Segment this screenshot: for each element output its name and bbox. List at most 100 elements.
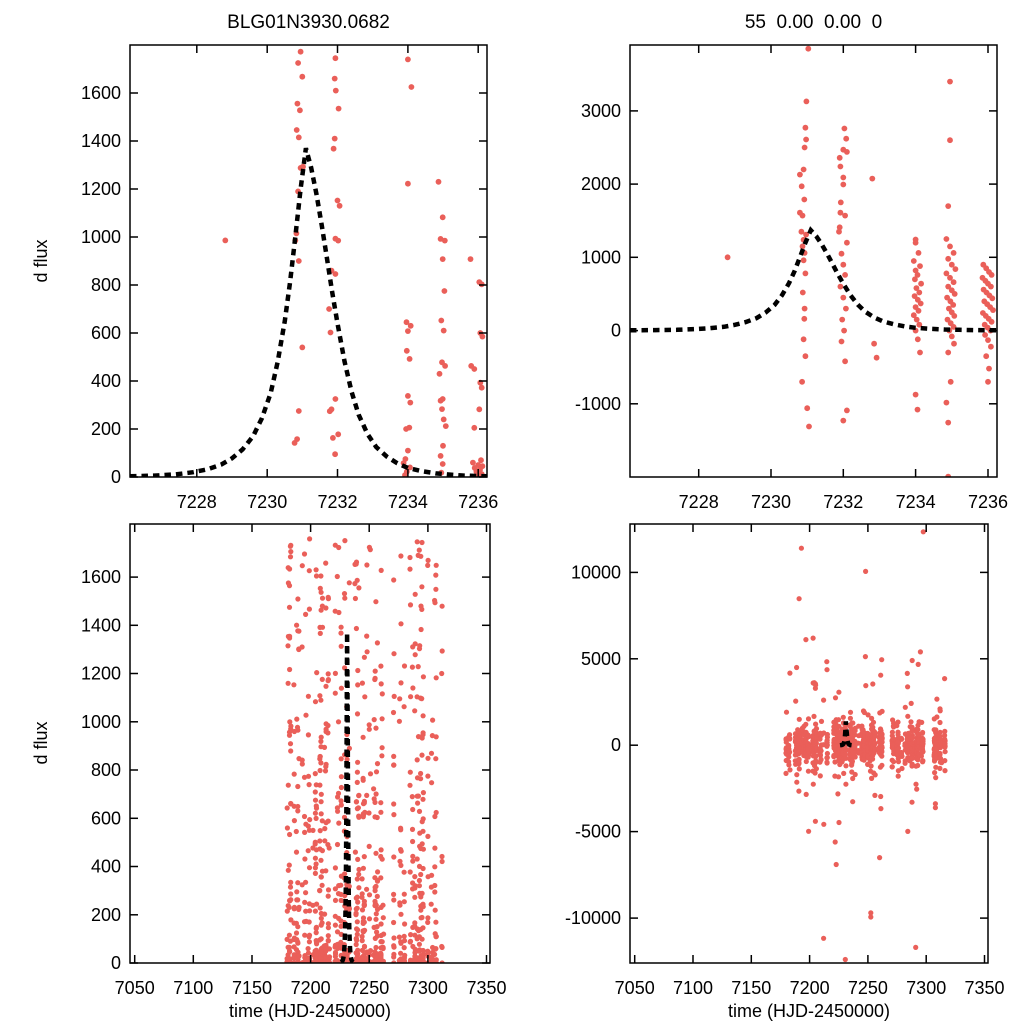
data-point <box>909 761 915 767</box>
data-point <box>288 917 294 923</box>
data-point <box>354 577 360 583</box>
y-tick-label: 1000 <box>81 227 121 247</box>
data-point <box>916 321 923 328</box>
data-point <box>366 916 373 922</box>
data-point <box>824 659 830 665</box>
data-point <box>338 931 344 938</box>
data-point <box>335 719 342 725</box>
data-point <box>334 929 341 935</box>
data-point <box>873 354 880 361</box>
data-point <box>299 563 305 569</box>
data-point <box>302 899 308 906</box>
y-tick-label: 400 <box>91 371 121 391</box>
data-point <box>918 753 925 759</box>
data-point <box>841 770 847 777</box>
data-point <box>412 950 418 956</box>
x-tick-label: 7050 <box>115 978 155 998</box>
data-point <box>286 583 293 589</box>
data-point <box>836 224 843 231</box>
y-tick-label: 5000 <box>581 649 621 669</box>
data-point <box>415 664 421 670</box>
data-point <box>914 336 921 343</box>
data-point <box>832 839 838 845</box>
data-point <box>360 777 366 783</box>
data-point <box>313 567 319 573</box>
data-point <box>307 536 313 542</box>
data-point <box>837 163 844 170</box>
data-point <box>801 196 808 203</box>
panel-title-right: 55 0.00 0.00 0 <box>744 12 883 33</box>
data-point <box>802 270 809 277</box>
data-point <box>287 741 294 747</box>
data-point <box>439 256 446 262</box>
data-point <box>359 907 366 913</box>
data-point <box>813 721 819 727</box>
y-tick-label: 600 <box>91 808 121 828</box>
model-curve <box>339 632 355 963</box>
data-point <box>420 947 426 954</box>
data-point <box>844 239 850 246</box>
data-point <box>360 865 366 871</box>
data-point <box>354 919 360 925</box>
data-point <box>862 654 869 660</box>
data-point <box>919 730 926 736</box>
data-point <box>869 715 875 722</box>
data-point <box>861 709 868 716</box>
data-point <box>813 740 820 746</box>
data-point <box>879 743 885 749</box>
data-point <box>879 762 885 768</box>
data-point <box>824 667 830 673</box>
data-point <box>986 365 992 372</box>
data-point <box>291 818 297 824</box>
data-point <box>336 609 342 616</box>
x-tick-label: 7232 <box>317 492 357 512</box>
data-point <box>902 704 908 710</box>
data-point <box>840 294 847 301</box>
x-tick-label: 7236 <box>458 492 498 512</box>
data-point <box>398 950 404 956</box>
data-point <box>945 255 952 262</box>
y-tick-label: 1600 <box>81 83 121 103</box>
panel-br-axes <box>629 523 989 964</box>
data-point <box>313 925 319 932</box>
data-point <box>418 871 424 878</box>
data-point <box>338 630 344 636</box>
data-point <box>843 305 849 312</box>
data-point <box>803 136 809 143</box>
data-point <box>818 748 824 754</box>
data-point <box>319 595 326 601</box>
data-point <box>305 773 312 779</box>
data-point <box>407 554 413 561</box>
data-point <box>433 934 439 940</box>
data-point <box>412 708 418 714</box>
data-point <box>367 547 373 553</box>
data-point <box>319 624 326 630</box>
data-point <box>407 602 414 608</box>
data-point <box>952 266 959 272</box>
x-tick-label: 7100 <box>673 978 713 998</box>
data-point <box>812 753 819 759</box>
data-point <box>895 746 901 752</box>
data-point <box>407 566 413 572</box>
data-point <box>372 675 378 682</box>
data-point <box>332 55 339 62</box>
data-point <box>318 760 324 766</box>
data-point <box>287 719 293 725</box>
data-point <box>338 882 344 888</box>
data-point <box>909 799 915 805</box>
data-point <box>932 805 939 811</box>
data-point <box>379 716 385 722</box>
data-point <box>312 908 318 914</box>
data-point <box>287 666 293 673</box>
data-point <box>301 813 308 820</box>
data-point <box>803 791 809 798</box>
data-point <box>321 744 328 751</box>
data-point <box>478 384 485 391</box>
data-point <box>467 256 474 262</box>
data-point <box>318 857 324 863</box>
data-point <box>374 761 381 767</box>
data-point <box>303 908 309 914</box>
data-point <box>913 285 920 291</box>
data-point <box>397 696 403 702</box>
data-point <box>895 759 902 765</box>
